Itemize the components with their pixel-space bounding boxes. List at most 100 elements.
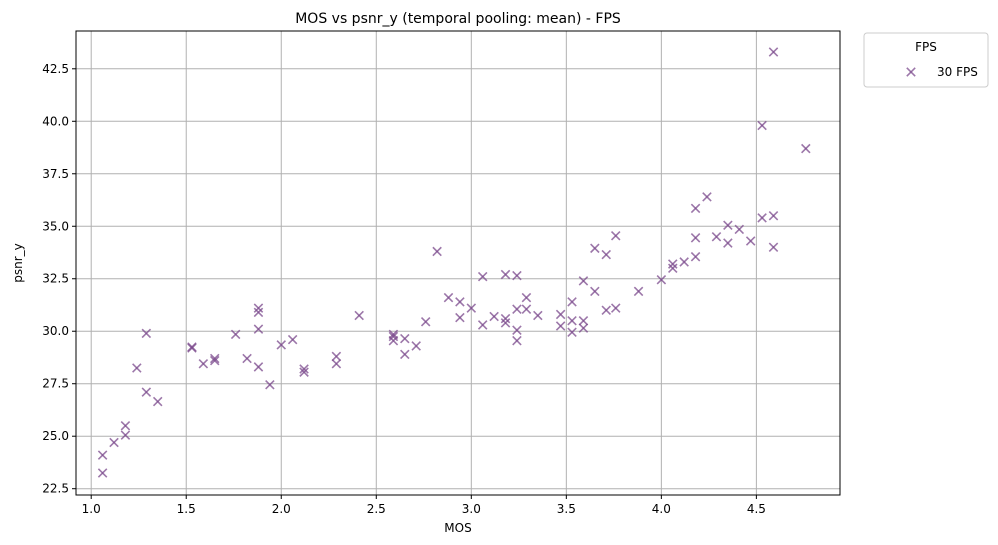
y-tick-label: 35.0 <box>42 219 69 233</box>
data-point <box>388 331 399 342</box>
data-point <box>512 304 522 314</box>
data-point <box>690 203 701 214</box>
data-point <box>690 251 701 262</box>
data-point <box>500 318 511 328</box>
data-point <box>120 430 131 440</box>
y-tick-label: 37.5 <box>42 167 69 181</box>
x-tick-label: 3.0 <box>462 502 481 516</box>
data-point <box>489 311 499 322</box>
x-axis-title: MOS <box>444 521 471 535</box>
data-point <box>601 305 612 316</box>
data-point <box>354 310 364 321</box>
data-point <box>567 315 577 326</box>
data-point <box>265 380 275 390</box>
data-point <box>555 321 566 331</box>
y-tick-label: 22.5 <box>42 482 69 496</box>
data-points <box>97 47 811 478</box>
legend-series-label: 30 FPS <box>937 65 978 79</box>
data-point <box>578 276 589 286</box>
data-point <box>667 259 678 269</box>
data-point <box>745 236 756 246</box>
data-point <box>610 303 621 313</box>
data-point <box>455 297 465 307</box>
data-point <box>242 353 252 364</box>
data-point <box>331 351 342 362</box>
data-point <box>299 364 309 374</box>
data-point <box>253 362 264 372</box>
legend: FPS 30 FPS <box>863 32 989 88</box>
data-point <box>512 270 522 281</box>
x-tick-label: 4.0 <box>652 502 671 516</box>
y-tick-label: 25.0 <box>42 429 69 443</box>
data-point <box>578 315 589 326</box>
data-point <box>555 309 566 320</box>
data-point <box>801 143 811 154</box>
legend-title: FPS <box>915 40 937 54</box>
data-point <box>590 286 600 297</box>
x-tick-label: 3.5 <box>557 502 576 516</box>
axis-ticks: 1.0 1.5 2.0 2.5 3.0 3.5 4.0 4.5 22.5 25.0 27.5 30.0… <box>42 62 766 516</box>
y-tick-label: 42.5 <box>42 62 69 76</box>
data-point <box>521 304 532 314</box>
data-point <box>141 387 152 397</box>
data-point <box>331 359 342 369</box>
data-point <box>253 324 264 334</box>
data-point <box>723 238 733 248</box>
legend-marker-x <box>906 67 916 77</box>
data-point <box>152 396 163 407</box>
data-point <box>209 353 220 364</box>
data-point <box>400 333 410 344</box>
data-point <box>533 310 543 321</box>
data-point <box>132 363 142 373</box>
data-point <box>420 317 431 327</box>
y-tick-label: 32.5 <box>42 272 69 286</box>
data-point <box>198 359 209 369</box>
x-tick-label: 2.5 <box>367 502 386 516</box>
data-point <box>757 120 767 131</box>
data-point <box>97 468 108 478</box>
legend-box <box>863 32 989 88</box>
data-point <box>443 292 454 303</box>
data-point <box>667 263 678 274</box>
data-point <box>690 233 701 243</box>
plot-frame <box>75 30 841 496</box>
y-tick-label: 27.5 <box>42 377 69 391</box>
data-point <box>656 275 667 285</box>
data-point <box>768 47 779 57</box>
data-point <box>388 335 399 346</box>
data-point <box>120 420 131 431</box>
data-point <box>411 341 421 351</box>
data-point <box>500 313 511 324</box>
data-point <box>768 210 779 221</box>
x-tick-label: 2.0 <box>272 502 291 516</box>
data-point <box>253 303 264 313</box>
data-point <box>109 437 119 448</box>
data-point <box>512 335 522 346</box>
data-point <box>601 249 612 260</box>
data-point <box>723 220 733 230</box>
data-point <box>702 192 712 202</box>
x-tick-label: 1.0 <box>82 502 101 516</box>
data-point <box>299 367 309 377</box>
data-point <box>230 329 241 340</box>
data-point <box>633 286 644 297</box>
data-point <box>276 340 287 350</box>
y-axis-title: psnr_y <box>11 243 25 283</box>
data-point <box>253 307 264 318</box>
data-point <box>477 320 488 330</box>
data-point <box>757 213 767 223</box>
data-point <box>567 327 577 338</box>
data-point <box>590 243 600 254</box>
data-point <box>768 242 779 253</box>
data-point <box>477 271 488 282</box>
data-point <box>141 328 152 339</box>
data-point <box>500 269 511 280</box>
data-point <box>679 257 689 267</box>
data-point <box>287 334 298 345</box>
data-point <box>578 323 589 333</box>
x-tick-label: 4.5 <box>747 502 766 516</box>
data-point <box>711 231 722 242</box>
y-tick-label: 30.0 <box>42 324 69 338</box>
data-point <box>512 325 522 335</box>
